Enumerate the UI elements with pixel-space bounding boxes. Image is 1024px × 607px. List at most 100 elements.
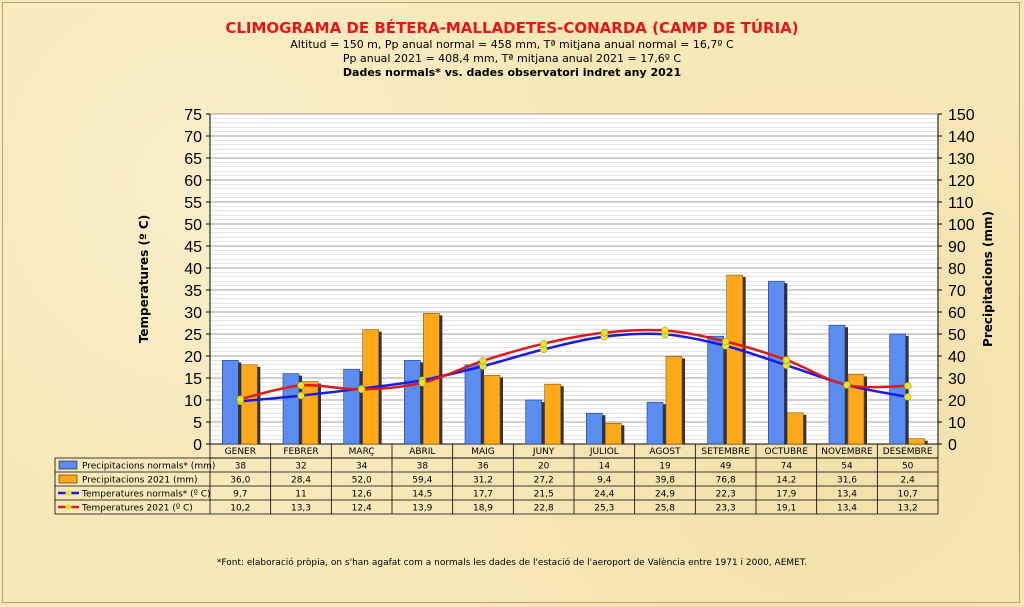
y-tick-label-right: 130 bbox=[948, 151, 975, 168]
point-temp-2021 bbox=[297, 381, 305, 390]
table-cell: 17,9 bbox=[776, 490, 796, 500]
table-cell: 49 bbox=[720, 462, 732, 472]
table-cell: 27,2 bbox=[534, 476, 554, 486]
y-tick-label-left: 20 bbox=[184, 349, 202, 366]
y-tick-label-left: 55 bbox=[184, 195, 202, 212]
point-temp-normal bbox=[903, 393, 912, 401]
y-tick-label-right: 10 bbox=[948, 415, 966, 432]
bar-precip-normal bbox=[404, 360, 421, 445]
point-temp-2021 bbox=[843, 381, 851, 389]
table-cell: 25,8 bbox=[655, 504, 675, 514]
bar-precip-normal bbox=[646, 401, 664, 445]
table-cell: 50 bbox=[902, 462, 914, 472]
point-temp-2021 bbox=[479, 357, 487, 365]
x-tick-label: ABRIL bbox=[409, 447, 435, 457]
point-temp-2021 bbox=[600, 328, 609, 337]
table-cell: 13,4 bbox=[837, 490, 857, 500]
point-temp-2021 bbox=[661, 326, 669, 335]
x-tick-label: OCTUBRE bbox=[765, 447, 809, 457]
bar-precip-2021 bbox=[605, 423, 622, 445]
y-tick-label-left: 0 bbox=[193, 437, 202, 454]
table-cell: 22,8 bbox=[534, 504, 554, 514]
y-tick-label-right: 80 bbox=[948, 261, 966, 278]
point-temp-2021 bbox=[903, 382, 912, 390]
table-cell: 12,6 bbox=[352, 490, 372, 500]
table-cell: 14,5 bbox=[412, 490, 432, 500]
y-tick-label-left: 60 bbox=[184, 173, 202, 190]
table-cell: 24,9 bbox=[655, 490, 675, 500]
table-cell: 13,2 bbox=[898, 504, 918, 514]
y-tick-label-left: 15 bbox=[184, 371, 202, 388]
x-tick-label: FEBRER bbox=[283, 447, 318, 457]
x-tick-label: AGOST bbox=[649, 447, 681, 457]
x-tick-label: NOVEMBRE bbox=[821, 447, 873, 457]
table-cell: 11 bbox=[295, 490, 306, 500]
x-tick-label: MARÇ bbox=[349, 447, 375, 457]
point-temp-normal bbox=[297, 391, 305, 400]
point-temp-2021 bbox=[721, 337, 730, 346]
y-axis-label-right: Precipitacions (mm) bbox=[981, 211, 995, 347]
table-cell: 14,2 bbox=[776, 476, 796, 486]
table-cell: 2,4 bbox=[901, 476, 916, 486]
x-tick-label: SETEMBRE bbox=[701, 447, 750, 457]
bar-precip-2021 bbox=[665, 356, 683, 445]
legend-label: Precipitacions 2021 (mm) bbox=[82, 476, 198, 486]
y-tick-label-left: 35 bbox=[184, 283, 202, 300]
y-tick-label-right: 110 bbox=[948, 195, 974, 212]
table-cell: 13,4 bbox=[837, 504, 857, 514]
bar-precip-2021 bbox=[726, 274, 743, 445]
y-tick-label-left: 40 bbox=[184, 261, 202, 278]
y-tick-label-left: 50 bbox=[184, 217, 202, 234]
y-tick-label-right: 50 bbox=[948, 327, 966, 344]
y-tick-label-left: 65 bbox=[184, 151, 202, 168]
table-cell: 10,7 bbox=[898, 490, 918, 500]
point-temp-2021 bbox=[539, 339, 548, 348]
y-tick-label-right: 90 bbox=[948, 239, 966, 256]
table-cell: 21,5 bbox=[534, 490, 554, 500]
legend-swatch-bar bbox=[58, 460, 78, 470]
y-axis-label-left: Temperatures (º C) bbox=[137, 215, 151, 343]
table-cell: 32 bbox=[295, 462, 306, 472]
y-tick-label-right: 70 bbox=[948, 283, 966, 300]
point-temp-2021 bbox=[418, 379, 427, 387]
table-cell: 23,3 bbox=[716, 504, 736, 514]
table-cell: 9,7 bbox=[233, 490, 247, 500]
y-tick-label-right: 140 bbox=[948, 129, 975, 146]
y-tick-label-right: 30 bbox=[948, 371, 966, 388]
chart-subtitle-2: Pp anual 2021 = 408,4 mm, Tª mitjana anu… bbox=[342, 52, 682, 65]
table-cell: 19,1 bbox=[776, 504, 796, 514]
bar-precip-2021 bbox=[787, 412, 804, 445]
chart-subtitle-1: Altitud = 150 m, Pp anual normal = 458 m… bbox=[290, 38, 734, 51]
y-tick-label-left: 30 bbox=[184, 305, 202, 322]
table-cell: 28,4 bbox=[291, 476, 311, 486]
y-tick-label-right: 40 bbox=[948, 349, 966, 366]
legend-label: Precipitacions normals* (mm) bbox=[82, 462, 215, 472]
x-tick-label: GENER bbox=[225, 447, 256, 457]
bar-precip-2021 bbox=[847, 374, 865, 445]
bar-precip-normal bbox=[464, 364, 482, 445]
legend-label: Temperatures normals* (º C) bbox=[81, 490, 211, 500]
bar-precip-normal bbox=[586, 412, 603, 445]
table-cell: 20 bbox=[538, 462, 550, 472]
y-tick-label-left: 75 bbox=[184, 107, 202, 124]
bar-precip-normal bbox=[525, 399, 542, 445]
legend-swatch-marker bbox=[65, 490, 72, 496]
table-cell: 38 bbox=[235, 462, 247, 472]
y-tick-label-right: 0 bbox=[948, 437, 957, 454]
table-cell: 34 bbox=[356, 462, 368, 472]
table-cell: 19 bbox=[659, 462, 671, 472]
table-cell: 39,8 bbox=[655, 476, 675, 486]
bar-precip-normal bbox=[707, 335, 724, 445]
plot-area bbox=[210, 114, 938, 444]
point-temp-2021 bbox=[236, 395, 245, 403]
table-cell: 36 bbox=[477, 462, 489, 472]
table-cell: 25,3 bbox=[594, 504, 614, 514]
table-cell: 14 bbox=[599, 462, 611, 472]
table-cell: 76,8 bbox=[716, 476, 736, 486]
bar-precip-2021 bbox=[483, 375, 501, 445]
table-cell: 12,4 bbox=[352, 504, 372, 514]
chart-title: CLIMOGRAMA DE BÉTERA-MALLADETES-CONARDA … bbox=[225, 19, 799, 37]
x-tick-label: MAIG bbox=[471, 447, 495, 457]
legend-swatch-marker bbox=[65, 504, 72, 510]
